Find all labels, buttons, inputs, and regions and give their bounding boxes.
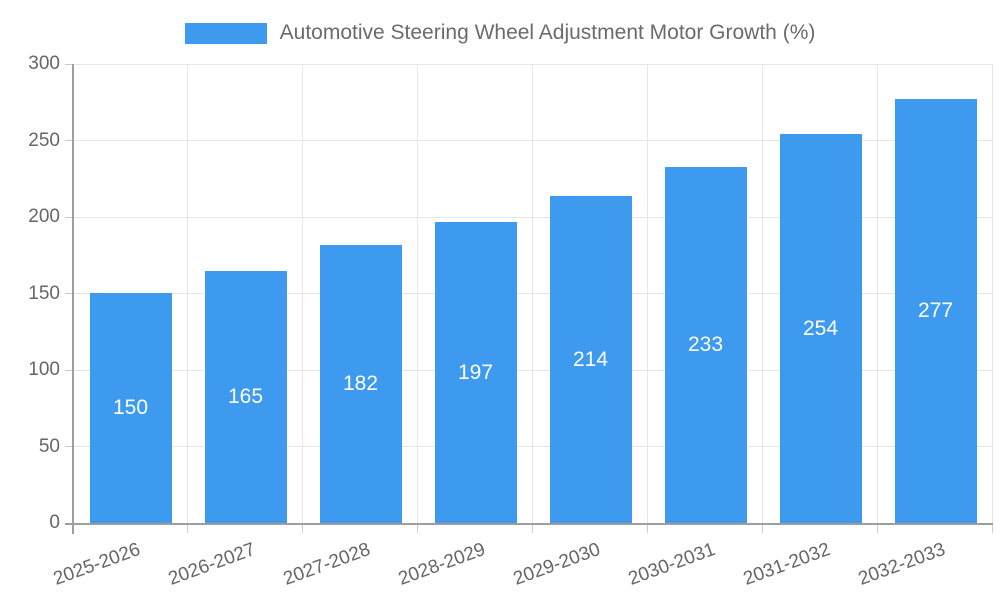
y-axis-tick <box>65 216 73 218</box>
bar-value-label: 165 <box>227 385 264 408</box>
y-axis-label: 50 <box>38 435 60 457</box>
x-axis-tick <box>417 523 418 533</box>
gridline-vertical <box>647 64 648 523</box>
bar-value-label: 182 <box>342 372 379 395</box>
x-axis-line <box>65 523 993 525</box>
gridline-horizontal <box>73 446 993 447</box>
y-axis-tick <box>65 63 73 65</box>
plot-area: 0 50 100 150 200 250 300 150 165 182 197 214 233 254 2… <box>28 53 993 590</box>
bar[interactable]: 214 <box>549 196 632 523</box>
legend-label: Automotive Steering Wheel Adjustment Mot… <box>279 21 816 44</box>
legend-item[interactable]: Automotive Steering Wheel Adjustment Mot… <box>184 21 816 45</box>
y-axis-label: 200 <box>28 206 60 227</box>
x-axis-tick <box>647 523 648 533</box>
bar-value-label: 254 <box>802 316 839 340</box>
y-axis-label: 100 <box>28 359 60 380</box>
gridline-vertical <box>187 64 188 523</box>
bar-value-label: 277 <box>917 299 954 322</box>
x-axis-tick <box>877 523 878 533</box>
x-axis-tick <box>187 523 188 533</box>
gridline-horizontal <box>73 293 993 294</box>
legend-swatch <box>184 22 267 44</box>
y-axis-tick <box>65 446 73 447</box>
gridline-horizontal <box>73 216 993 218</box>
gridline-vertical <box>302 64 303 523</box>
bar-value-label: 214 <box>572 347 609 371</box>
y-axis-label: 150 <box>28 282 60 304</box>
gridline-vertical <box>992 64 993 523</box>
bar[interactable]: 277 <box>894 99 977 523</box>
gridline-vertical <box>417 64 418 523</box>
gridline-horizontal <box>73 140 993 141</box>
bar-value-label: 233 <box>687 333 724 356</box>
bar[interactable]: 233 <box>664 167 747 523</box>
x-axis-tick <box>302 523 303 533</box>
bar[interactable]: 197 <box>434 222 517 523</box>
bar[interactable]: 254 <box>779 134 862 523</box>
gridline-horizontal <box>73 369 993 371</box>
legend: Automotive Steering Wheel Adjustment Mot… <box>0 21 1000 45</box>
y-axis-line <box>72 64 74 534</box>
bar-value-label: 197 <box>457 360 494 384</box>
x-axis-tick <box>992 523 993 533</box>
y-axis-label: 300 <box>28 53 60 74</box>
bar[interactable]: 182 <box>319 245 402 523</box>
y-axis-label: 250 <box>28 129 60 151</box>
bar[interactable]: 165 <box>204 271 287 523</box>
y-axis-label: 0 <box>49 512 60 533</box>
gridline-vertical <box>532 64 533 523</box>
y-axis-tick <box>65 293 73 294</box>
gridline-vertical <box>877 64 878 523</box>
gridline-horizontal <box>73 63 993 65</box>
gridline-vertical <box>762 64 763 523</box>
bar-value-label: 150 <box>112 396 149 419</box>
x-axis-tick <box>762 523 763 533</box>
y-axis-tick <box>65 369 73 371</box>
x-axis-tick <box>532 523 533 533</box>
y-axis-tick <box>65 140 73 141</box>
bar[interactable]: 150 <box>89 293 172 523</box>
